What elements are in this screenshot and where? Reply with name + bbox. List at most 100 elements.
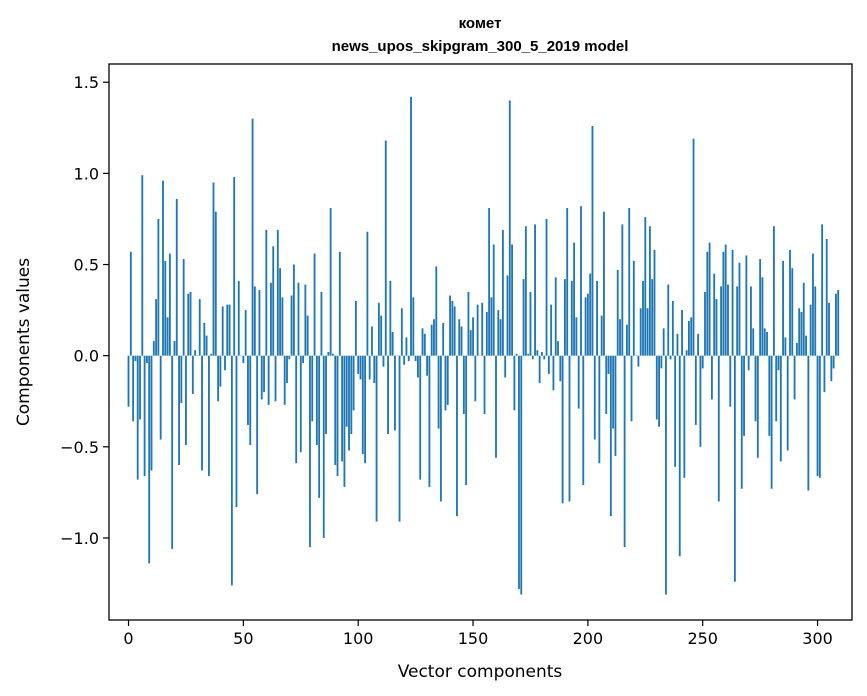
y-tick-label: 0.0 <box>74 347 99 366</box>
x-tick-label: 100 <box>343 629 374 648</box>
bar-88 <box>329 208 332 356</box>
bar-61 <box>267 355 270 405</box>
bar-62 <box>270 282 272 356</box>
bar-12 <box>155 299 157 356</box>
bar-86 <box>325 355 327 435</box>
bar-255 <box>713 273 716 356</box>
bar-171 <box>520 355 523 595</box>
bar-57 <box>258 290 261 356</box>
bar-267 <box>740 355 743 489</box>
bar-179 <box>538 355 541 384</box>
bar-38 <box>214 211 217 356</box>
bars-group <box>127 96 840 595</box>
x-axis-label: Vector components <box>398 662 563 682</box>
bar-89 <box>332 353 334 356</box>
bar-91 <box>336 355 339 476</box>
bar-257 <box>717 355 720 502</box>
x-tick-label: 200 <box>573 629 604 648</box>
bar-128 <box>421 328 424 356</box>
bar-25 <box>185 355 187 445</box>
bar-195 <box>575 317 578 356</box>
bar-20 <box>173 341 176 356</box>
bar-289 <box>791 268 794 356</box>
bar-276 <box>761 277 764 356</box>
bar-259 <box>722 251 725 356</box>
bar-139 <box>446 355 449 405</box>
bar-183 <box>547 355 550 374</box>
bar-151 <box>474 355 477 402</box>
bar-21 <box>175 198 178 356</box>
bar-174 <box>527 353 530 356</box>
bar-108 <box>375 355 378 522</box>
bar-81 <box>313 253 316 356</box>
bar-55 <box>253 286 256 356</box>
bar-283 <box>777 355 780 371</box>
bar-190 <box>563 279 566 356</box>
bar-32 <box>201 355 203 471</box>
bar-7 <box>143 355 146 476</box>
bar-144 <box>458 319 461 356</box>
bar-260 <box>724 244 727 356</box>
bar-217 <box>626 324 628 356</box>
bar-237 <box>671 300 674 356</box>
bar-295 <box>805 335 807 356</box>
bar-303 <box>823 355 826 393</box>
bar-215 <box>621 224 624 356</box>
bar-119 <box>400 308 403 356</box>
bar-120 <box>403 355 406 365</box>
bar-59 <box>263 355 265 393</box>
bar-243 <box>685 350 688 356</box>
bar-148 <box>467 291 470 356</box>
bar-47 <box>235 355 238 507</box>
bar-181 <box>543 355 546 360</box>
bar-258 <box>720 286 723 356</box>
bar-234 <box>665 355 667 595</box>
bar-224 <box>642 280 644 356</box>
bar-17 <box>166 317 169 356</box>
bar-56 <box>256 355 259 495</box>
bar-186 <box>554 277 557 356</box>
bar-242 <box>683 355 686 478</box>
bar-302 <box>821 224 824 356</box>
bar-162 <box>499 319 502 356</box>
bar-185 <box>552 355 555 391</box>
bar-29 <box>194 350 197 356</box>
bar-111 <box>382 355 385 367</box>
y-axis-ticks: −1.0 −0.5 0.0 0.5 1.0 1.5 <box>60 73 109 548</box>
bar-163 <box>501 229 504 356</box>
bar-13 <box>157 218 160 356</box>
bar-31 <box>198 299 201 356</box>
bar-60 <box>265 229 268 356</box>
bar-304 <box>825 239 828 356</box>
x-axis-ticks: 0 50 100 150 200 250 300 <box>123 620 833 648</box>
bar-273 <box>754 355 757 422</box>
bar-222 <box>637 355 640 367</box>
bar-146 <box>462 355 465 414</box>
bar-41 <box>221 306 224 356</box>
bar-246 <box>692 138 695 356</box>
bar-301 <box>818 355 821 478</box>
bar-118 <box>398 355 401 522</box>
bar-87 <box>327 352 330 356</box>
bar-188 <box>559 355 562 382</box>
bar-37 <box>212 182 215 356</box>
bar-67 <box>281 297 284 356</box>
bar-75 <box>299 355 302 453</box>
bar-44 <box>228 304 231 356</box>
bar-150 <box>472 317 474 356</box>
bar-229 <box>653 249 656 356</box>
bar-97 <box>350 355 353 435</box>
bar-154 <box>481 302 484 356</box>
bar-305 <box>828 302 830 356</box>
bar-175 <box>529 291 532 356</box>
bar-16 <box>164 260 167 356</box>
bar-169 <box>515 353 518 356</box>
bar-199 <box>584 297 587 356</box>
bar-109 <box>377 302 380 356</box>
bar-201 <box>589 273 592 356</box>
bar-213 <box>616 269 619 356</box>
bar-42 <box>224 355 226 371</box>
bar-168 <box>513 355 516 411</box>
bar-71 <box>290 295 293 356</box>
